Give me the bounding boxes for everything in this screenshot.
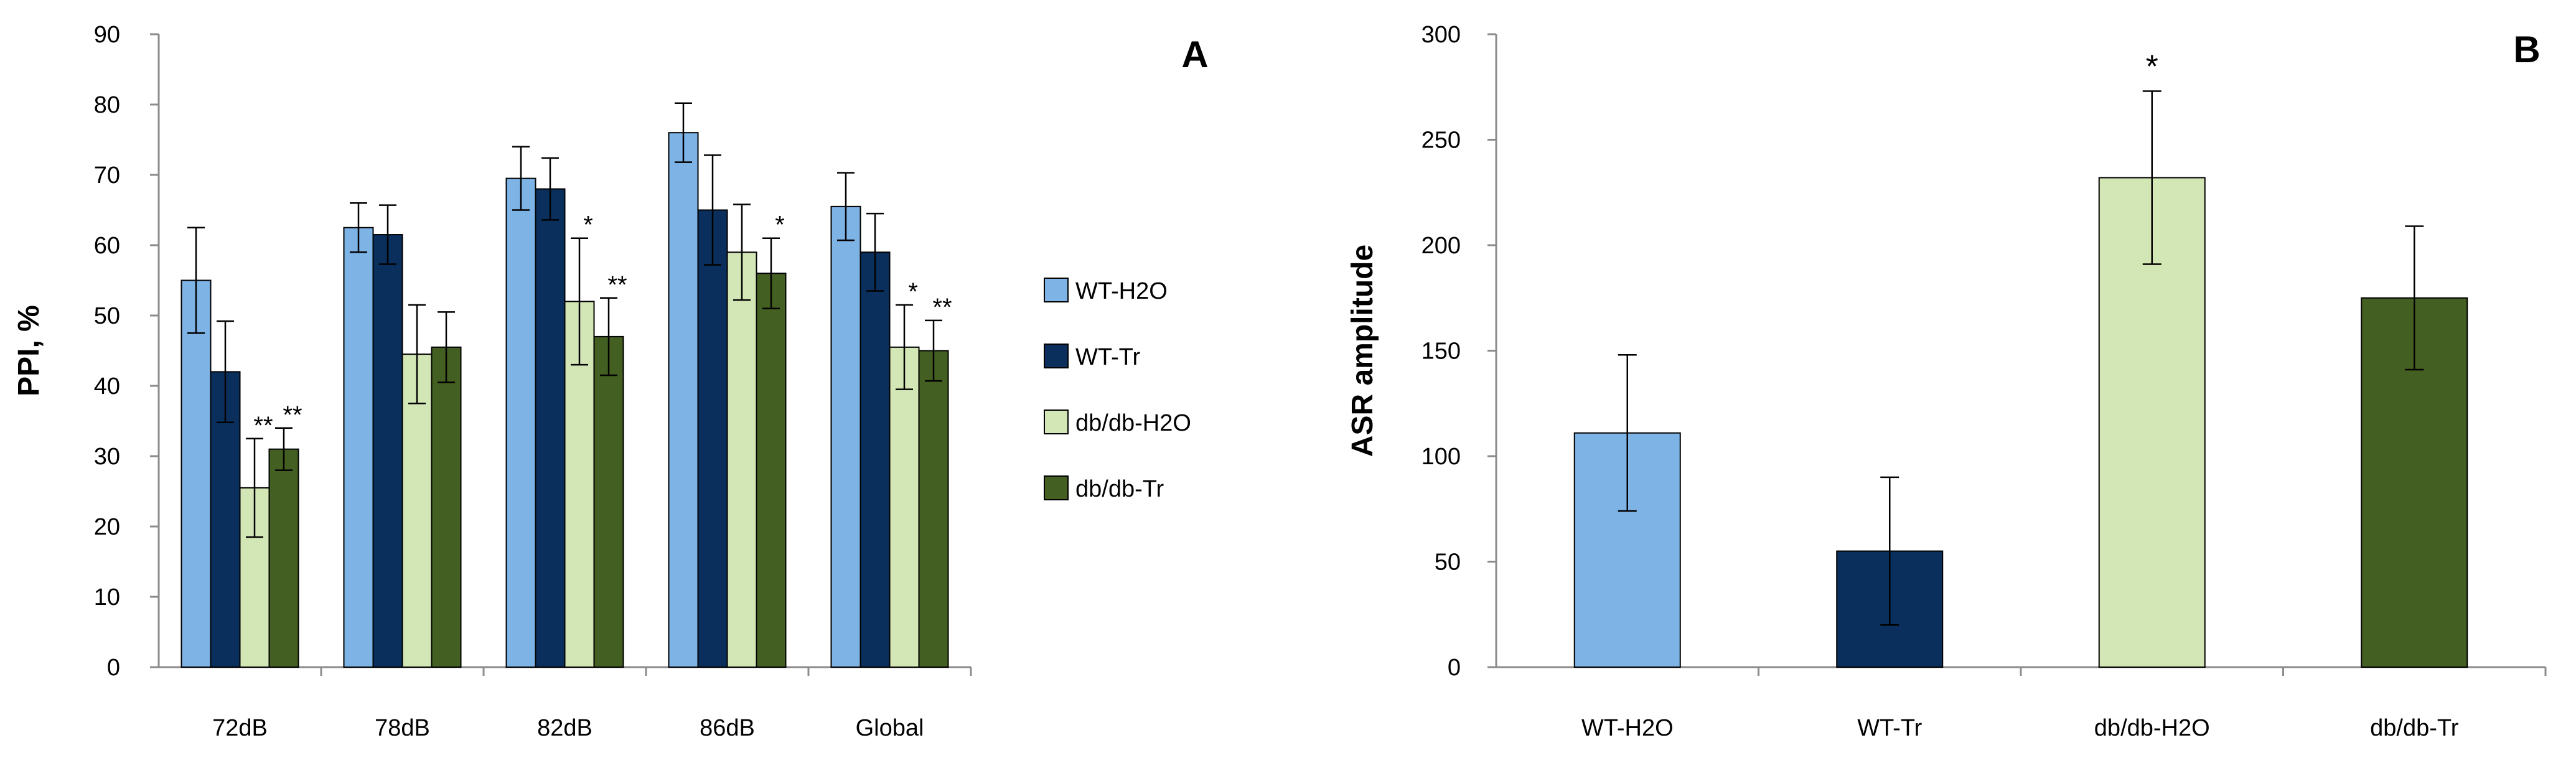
bar: [343, 227, 374, 668]
significance-mark: *: [908, 278, 918, 306]
x-tick-label: 82dB: [537, 715, 592, 741]
chart-panel-b: 0 50 100 150 200 250 300 WT-H2O WT-Tr db/db-H2O * d…: [1346, 22, 2547, 741]
legend-swatch: [1044, 278, 1069, 302]
legend-label: WT-H2O: [1075, 278, 1168, 304]
significance-mark: *: [583, 212, 593, 239]
y-tick-label: 0: [107, 655, 120, 681]
y-axis-title: PPI, %: [12, 305, 45, 396]
y-tick-label: 90: [94, 22, 120, 48]
y-axis-title: ASR amplitude: [1346, 245, 1379, 457]
bar: [918, 350, 949, 668]
bar: [593, 335, 624, 668]
y-tick-label: 80: [94, 92, 120, 118]
legend-swatch: [1044, 475, 1069, 500]
y-tick-label: 50: [1435, 550, 1461, 576]
bar: [726, 251, 757, 668]
bar: [180, 279, 212, 668]
bar: [830, 205, 861, 668]
y-tick-label: 40: [94, 373, 120, 400]
bar: [505, 177, 536, 668]
significance-mark: **: [607, 271, 627, 299]
legend-label: WT-Tr: [1075, 344, 1140, 370]
x-tick-label: WT-H2O: [1581, 715, 1674, 741]
x-tick-label: Global: [856, 715, 924, 741]
y-tick-label: 100: [1421, 444, 1461, 470]
significance-mark: *: [775, 212, 785, 239]
legend-label: db/db-H2O: [1075, 410, 1191, 436]
bar: [431, 346, 462, 668]
x-tick-label: 86dB: [700, 715, 755, 741]
legend-swatch: [1044, 409, 1069, 434]
bar: [889, 346, 920, 668]
x-tick-label: 72dB: [212, 715, 268, 741]
y-tick-label: 30: [94, 444, 120, 470]
x-tick-label: 78dB: [375, 715, 430, 741]
x-tick-label: db/db-H2O: [2094, 715, 2210, 741]
significance-mark: **: [253, 412, 273, 439]
y-tick-label: 70: [94, 162, 120, 189]
x-tick-label: db/db-Tr: [2370, 715, 2459, 741]
significance-mark: **: [283, 401, 302, 429]
y-tick-label: 200: [1421, 233, 1461, 259]
bar: [210, 371, 241, 668]
significance-mark: *: [2146, 49, 2158, 85]
y-tick-label: 50: [94, 303, 120, 329]
panel-label-a: A: [1181, 34, 1208, 75]
bar: [268, 448, 299, 668]
bar: [372, 234, 403, 668]
y-tick-label: 0: [1448, 655, 1461, 681]
bar: [859, 251, 891, 668]
bar: [756, 273, 787, 668]
bar: [697, 209, 728, 668]
y-tick-label: 250: [1421, 128, 1461, 154]
y-tick-label: 10: [94, 584, 120, 611]
significance-mark: **: [932, 294, 952, 321]
y-tick-label: 300: [1421, 22, 1461, 48]
bar: [668, 132, 699, 668]
y-tick-label: 60: [94, 233, 120, 259]
legend-label: db/db-Tr: [1075, 476, 1164, 502]
y-tick-label: 20: [94, 514, 120, 540]
x-tick-label: WT-Tr: [1857, 715, 1922, 741]
y-tick-label: 150: [1421, 339, 1461, 365]
panel-label-b: B: [2513, 29, 2540, 70]
legend: WT-H2O WT-Tr db/db-H2O db/db-Tr: [1044, 278, 1191, 502]
legend-swatch: [1044, 344, 1069, 368]
bar: [535, 188, 566, 668]
